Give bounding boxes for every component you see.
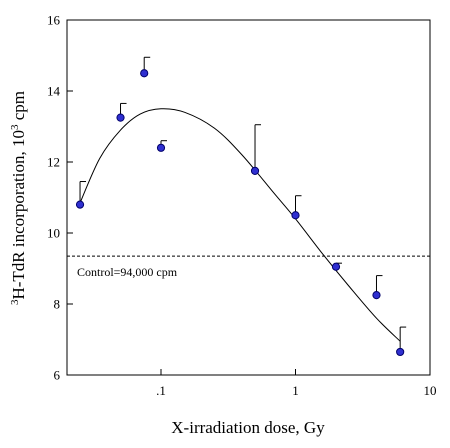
data-point: [250, 166, 260, 175]
y-tick-label: 6: [54, 368, 61, 383]
data-point: [140, 69, 149, 78]
y-tick-label: 10: [47, 226, 60, 241]
y-title-sup1: 3: [9, 299, 21, 305]
x-axis-ticks: .1 1 10: [156, 369, 437, 398]
fit-curve: [79, 108, 401, 342]
x-tick-label: 1: [292, 383, 299, 398]
control-annotation: Control=94,000 cpm: [77, 265, 178, 279]
plot-frame: [66, 19, 431, 376]
error-bars: [79, 56, 407, 352]
y-axis-ticks: 6 8 10 12 14 16: [47, 13, 73, 383]
y-tick-label: 12: [47, 155, 60, 170]
data-point: [75, 200, 85, 209]
data-point: [116, 113, 125, 122]
data-point: [331, 262, 341, 271]
x-axis-title: X-irradiation dose, Gy: [171, 418, 325, 437]
y-tick-label: 8: [54, 297, 61, 312]
y-tick-label: 14: [47, 84, 61, 99]
data-points: [75, 69, 405, 357]
y-title-unit: cpm: [9, 91, 28, 125]
y-axis-title: 3H-TdR incorporation, 103 cpm: [9, 91, 28, 305]
data-point: [372, 291, 381, 300]
data-point: [156, 143, 166, 152]
y-tick-label: 16: [47, 13, 61, 28]
x-tick-label: .1: [156, 383, 166, 398]
y-title-main: H-TdR incorporation, 10: [9, 130, 28, 300]
x-tick-label: 10: [424, 383, 437, 398]
y-title-sup2: 3: [9, 124, 21, 130]
data-point: [396, 347, 405, 357]
data-point: [291, 211, 300, 220]
